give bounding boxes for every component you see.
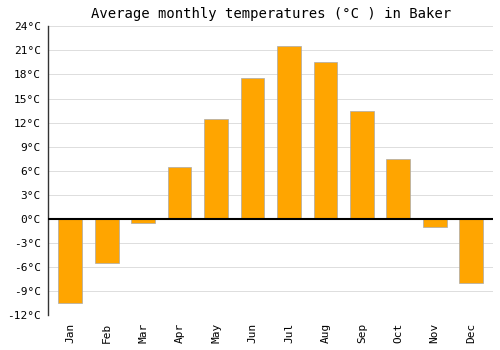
Bar: [314, 62, 337, 219]
Bar: [204, 119, 228, 219]
Bar: [423, 219, 446, 227]
Bar: [460, 219, 483, 283]
Bar: [168, 167, 192, 219]
Bar: [350, 111, 374, 219]
Bar: [95, 219, 118, 263]
Bar: [132, 219, 155, 223]
Title: Average monthly temperatures (°C ) in Baker: Average monthly temperatures (°C ) in Ba…: [90, 7, 451, 21]
Bar: [240, 78, 264, 219]
Bar: [386, 159, 410, 219]
Bar: [277, 46, 301, 219]
Bar: [58, 219, 82, 303]
